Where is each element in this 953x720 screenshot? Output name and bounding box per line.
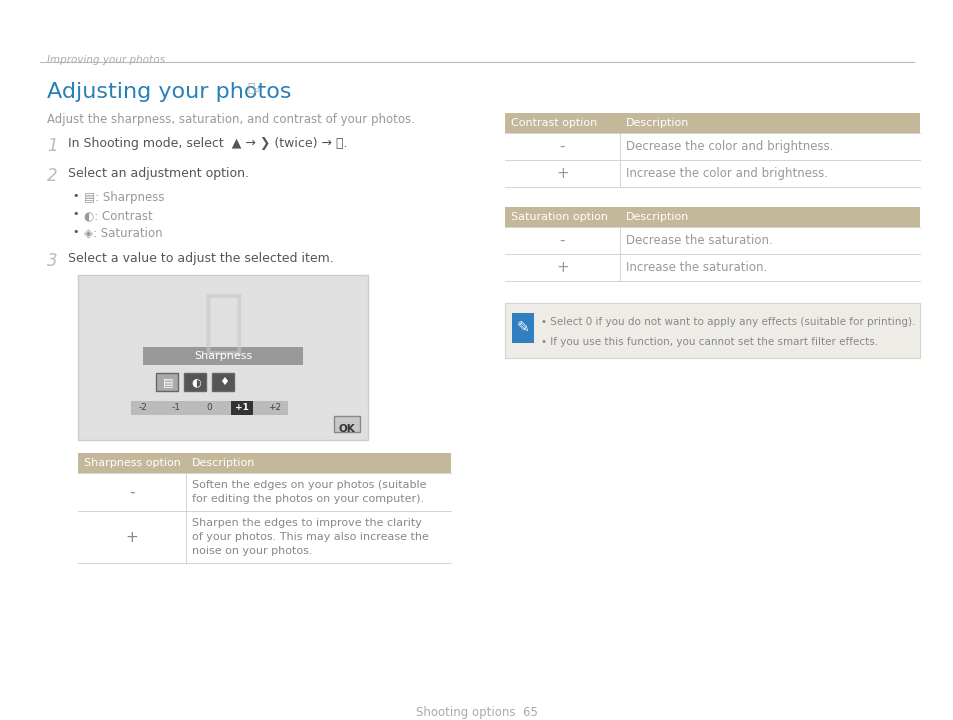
Text: ⛹: ⛹ [202, 290, 244, 357]
Text: Select a value to adjust the selected item.: Select a value to adjust the selected it… [68, 252, 334, 265]
Text: ▤: ▤ [163, 377, 173, 387]
Text: •: • [71, 227, 78, 237]
Bar [504, 303, 919, 358]
Text: Sharpness option: Sharpness option [84, 458, 181, 468]
Text: -2: -2 [138, 403, 148, 413]
Text: Adjusting your photos: Adjusting your photos [47, 82, 292, 102]
Text: • If you use this function, you cannot set the smart filter effects.: • If you use this function, you cannot s… [540, 337, 877, 347]
Text: Ⓒₚ: Ⓒₚ [247, 82, 259, 95]
Text: Soften the edges on your photos (suitable
for editing the photos on your compute: Soften the edges on your photos (suitabl… [192, 480, 426, 504]
Text: 3: 3 [47, 252, 57, 270]
Bar [504, 207, 919, 227]
Bar [143, 347, 303, 365]
Text: Shooting options  65: Shooting options 65 [416, 706, 537, 719]
Text: Description: Description [625, 212, 689, 222]
Text: 1: 1 [47, 137, 57, 155]
Text: +2: +2 [268, 403, 281, 413]
Bar [212, 373, 233, 391]
Text: -: - [559, 139, 565, 154]
Bar [131, 401, 288, 415]
Text: Select an adjustment option.: Select an adjustment option. [68, 167, 249, 180]
Text: •: • [71, 191, 78, 201]
Text: Increase the saturation.: Increase the saturation. [625, 261, 766, 274]
Text: -: - [129, 485, 134, 500]
Text: In Shooting mode, select  ▲ → ❯ (twice) → ⎙.: In Shooting mode, select ▲ → ❯ (twice) →… [68, 137, 347, 150]
Text: ◐: ◐ [191, 377, 201, 387]
Bar [78, 453, 451, 473]
Bar [334, 416, 359, 432]
Text: ♦: ♦ [219, 377, 229, 387]
Text: ◐: Contrast: ◐: Contrast [84, 209, 152, 222]
Text: Description: Description [192, 458, 255, 468]
Bar [78, 275, 368, 440]
Text: • Select 0 if you do not want to apply any effects (suitable for printing).: • Select 0 if you do not want to apply a… [540, 317, 915, 327]
Bar [231, 401, 253, 415]
Text: 0: 0 [206, 403, 212, 413]
Text: Description: Description [625, 118, 689, 128]
Bar [184, 373, 206, 391]
Text: Saturation option: Saturation option [511, 212, 607, 222]
Text: +1: +1 [234, 403, 249, 413]
Text: ◈: Saturation: ◈: Saturation [84, 227, 162, 240]
Text: -1: -1 [172, 403, 180, 413]
Text: +: + [126, 529, 138, 544]
Text: +: + [556, 260, 568, 275]
Text: ▤: Sharpness: ▤: Sharpness [84, 191, 164, 204]
Bar [156, 373, 178, 391]
Text: Improving your photos: Improving your photos [47, 55, 165, 65]
Text: Decrease the color and brightness.: Decrease the color and brightness. [625, 140, 833, 153]
Text: 2: 2 [47, 167, 57, 185]
Text: ✎: ✎ [517, 320, 529, 336]
Text: Sharpen the edges to improve the clarity
of your photos. This may also increase : Sharpen the edges to improve the clarity… [192, 518, 429, 556]
Text: Contrast option: Contrast option [511, 118, 597, 128]
Text: Adjust the sharpness, saturation, and contrast of your photos.: Adjust the sharpness, saturation, and co… [47, 113, 415, 126]
Text: •: • [71, 209, 78, 219]
Text: Increase the color and brightness.: Increase the color and brightness. [625, 167, 827, 180]
Text: +: + [556, 166, 568, 181]
Text: OK: OK [338, 424, 355, 434]
Bar [504, 113, 919, 133]
Bar [512, 313, 534, 343]
Text: Sharpness: Sharpness [193, 351, 252, 361]
Text: -: - [559, 233, 565, 248]
Text: Decrease the saturation.: Decrease the saturation. [625, 234, 772, 247]
